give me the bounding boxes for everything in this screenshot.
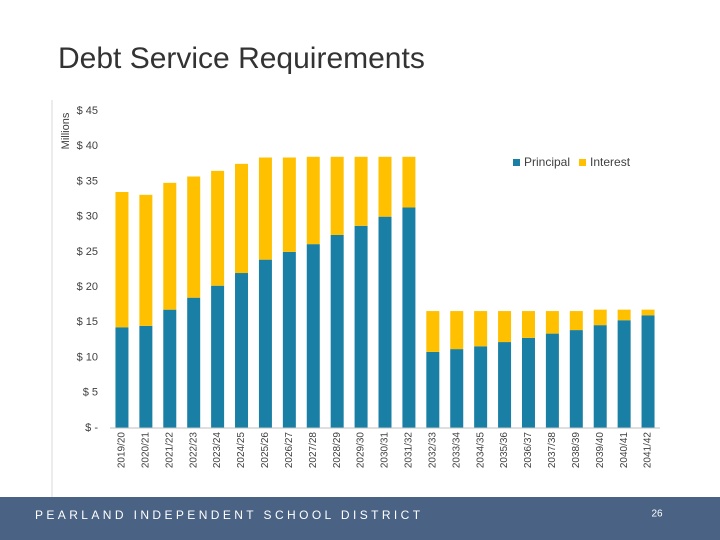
x-tick-label: 2030/31 <box>380 432 391 469</box>
legend-label: Interest <box>590 155 631 169</box>
x-tick-label: 2026/27 <box>284 432 295 469</box>
bar-segment <box>498 311 512 343</box>
footer-bar <box>0 497 720 540</box>
x-tick-label: 2021/22 <box>164 432 175 469</box>
x-tick-label: 2040/41 <box>619 432 630 469</box>
bar-segment <box>498 342 512 428</box>
y-tick-label: $ 35 <box>77 175 98 187</box>
y-tick-label: $ - <box>85 422 98 434</box>
bar-segment <box>593 309 607 326</box>
x-tick-label: 2031/32 <box>404 432 415 469</box>
x-tick-label: 2034/35 <box>475 432 486 469</box>
bar-segment <box>282 251 296 428</box>
x-tick-label: 2035/36 <box>499 432 510 469</box>
bar-segment <box>235 273 249 428</box>
bar-segment <box>330 234 344 428</box>
bar-segment <box>139 325 153 428</box>
bar-segment <box>521 311 535 338</box>
page-number: 26 <box>651 509 663 520</box>
bar-segment <box>354 225 368 428</box>
bar-segment <box>115 192 129 328</box>
bar-segment <box>139 194 153 326</box>
x-tick-label: 2033/34 <box>451 432 462 469</box>
bar-segment <box>426 311 440 352</box>
bar-segment <box>617 320 631 428</box>
bar-segment <box>163 309 177 428</box>
legend-swatch <box>513 159 520 166</box>
x-tick-label: 2032/33 <box>427 432 438 469</box>
bar-segment <box>593 325 607 428</box>
x-tick-label: 2036/37 <box>523 432 534 469</box>
y-tick-label: $ 30 <box>77 211 98 223</box>
bar-segment <box>306 156 320 245</box>
bar-segment <box>450 311 464 350</box>
bar-segment <box>354 156 368 226</box>
bar-segment <box>258 157 272 260</box>
bar-segment <box>306 244 320 428</box>
bar-segment <box>474 311 488 347</box>
y-tick-label: $ 40 <box>77 140 98 152</box>
bar-segment <box>474 346 488 428</box>
legend-label: Principal <box>524 155 570 169</box>
y-tick-label: $ 10 <box>77 351 98 363</box>
bar-segment <box>235 163 249 274</box>
x-tick-label: 2022/23 <box>188 432 199 469</box>
y-axis-label: Millions <box>60 112 72 149</box>
bar-segment <box>641 315 655 428</box>
bar-segment <box>450 349 464 428</box>
y-tick-label: $ 15 <box>77 316 98 328</box>
legend-swatch <box>579 159 587 166</box>
bar-segment <box>187 297 201 428</box>
y-tick-label: $ 45 <box>77 105 98 117</box>
x-tick-label: 2037/38 <box>547 432 558 469</box>
bar-segment <box>545 333 559 428</box>
bar-segment <box>545 311 559 334</box>
bar-segment <box>115 327 129 428</box>
x-tick-label: 2024/25 <box>236 432 247 469</box>
x-tick-label: 2028/29 <box>332 432 343 469</box>
x-tick-label: 2029/30 <box>356 432 367 469</box>
chart-title: Debt Service Requirements <box>58 42 425 75</box>
x-tick-label: 2020/21 <box>141 432 152 469</box>
y-tick-label: $ 25 <box>77 246 98 258</box>
bar-segment <box>282 157 296 252</box>
bar-segment <box>378 216 392 428</box>
bar-segment <box>641 309 655 316</box>
bar-segment <box>402 207 416 428</box>
x-tick-label: 2039/40 <box>595 432 606 469</box>
bar-segment <box>402 156 416 208</box>
bar-segment <box>258 259 272 428</box>
bar-segment <box>569 330 583 428</box>
footer-text: PEARLAND INDEPENDENT SCHOOL DISTRICT <box>35 508 423 522</box>
bar-segment <box>330 156 344 235</box>
bar-segment <box>211 170 225 286</box>
bar-segment <box>378 156 392 217</box>
x-tick-label: 2038/39 <box>571 432 582 469</box>
bar-segment <box>521 337 535 428</box>
bar-segment <box>211 285 225 428</box>
bar-segment <box>426 351 440 428</box>
y-tick-label: $ 5 <box>83 387 98 399</box>
x-tick-label: 2041/42 <box>643 432 654 469</box>
x-tick-label: 2019/20 <box>117 432 128 469</box>
x-tick-label: 2025/26 <box>260 432 271 469</box>
x-tick-label: 2027/28 <box>308 432 319 469</box>
bar-segment <box>187 176 201 298</box>
x-tick-label: 2023/24 <box>212 432 223 469</box>
y-tick-label: $ 20 <box>77 281 98 293</box>
bar-segment <box>617 309 631 321</box>
bar-segment <box>163 182 177 310</box>
bar-segment <box>569 311 583 331</box>
